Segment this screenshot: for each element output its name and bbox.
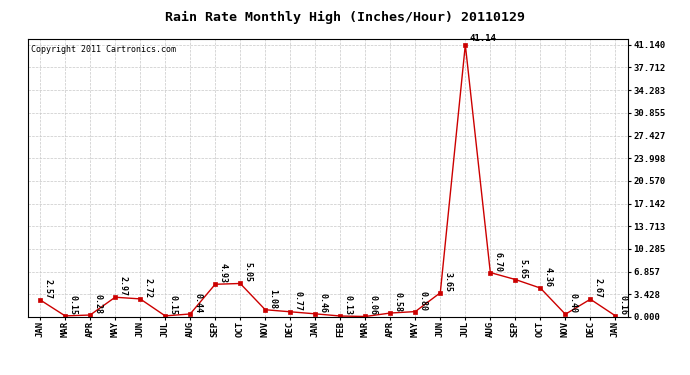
Text: 0.44: 0.44 — [193, 293, 202, 313]
Text: 41.14: 41.14 — [469, 34, 496, 43]
Text: 0.06: 0.06 — [368, 296, 377, 315]
Text: 4.93: 4.93 — [218, 263, 227, 283]
Text: 0.13: 0.13 — [343, 295, 353, 315]
Text: 0.16: 0.16 — [618, 295, 627, 315]
Text: 0.40: 0.40 — [569, 293, 578, 313]
Text: 6.70: 6.70 — [493, 252, 502, 272]
Text: 2.57: 2.57 — [43, 279, 52, 299]
Text: 2.97: 2.97 — [118, 276, 127, 296]
Text: 2.72: 2.72 — [143, 278, 152, 298]
Text: 5.65: 5.65 — [518, 258, 527, 279]
Text: 0.80: 0.80 — [418, 291, 427, 310]
Text: 0.28: 0.28 — [93, 294, 102, 314]
Text: 0.58: 0.58 — [393, 292, 402, 312]
Text: 3.65: 3.65 — [443, 272, 453, 292]
Text: 2.67: 2.67 — [593, 278, 602, 298]
Text: 0.46: 0.46 — [318, 293, 327, 313]
Text: 0.15: 0.15 — [168, 295, 177, 315]
Text: 5.05: 5.05 — [243, 262, 253, 282]
Text: 4.36: 4.36 — [543, 267, 553, 287]
Text: 1.08: 1.08 — [268, 289, 277, 309]
Text: Rain Rate Monthly High (Inches/Hour) 20110129: Rain Rate Monthly High (Inches/Hour) 201… — [165, 11, 525, 24]
Text: Copyright 2011 Cartronics.com: Copyright 2011 Cartronics.com — [30, 45, 175, 54]
Text: 0.15: 0.15 — [68, 295, 77, 315]
Text: 0.77: 0.77 — [293, 291, 302, 311]
